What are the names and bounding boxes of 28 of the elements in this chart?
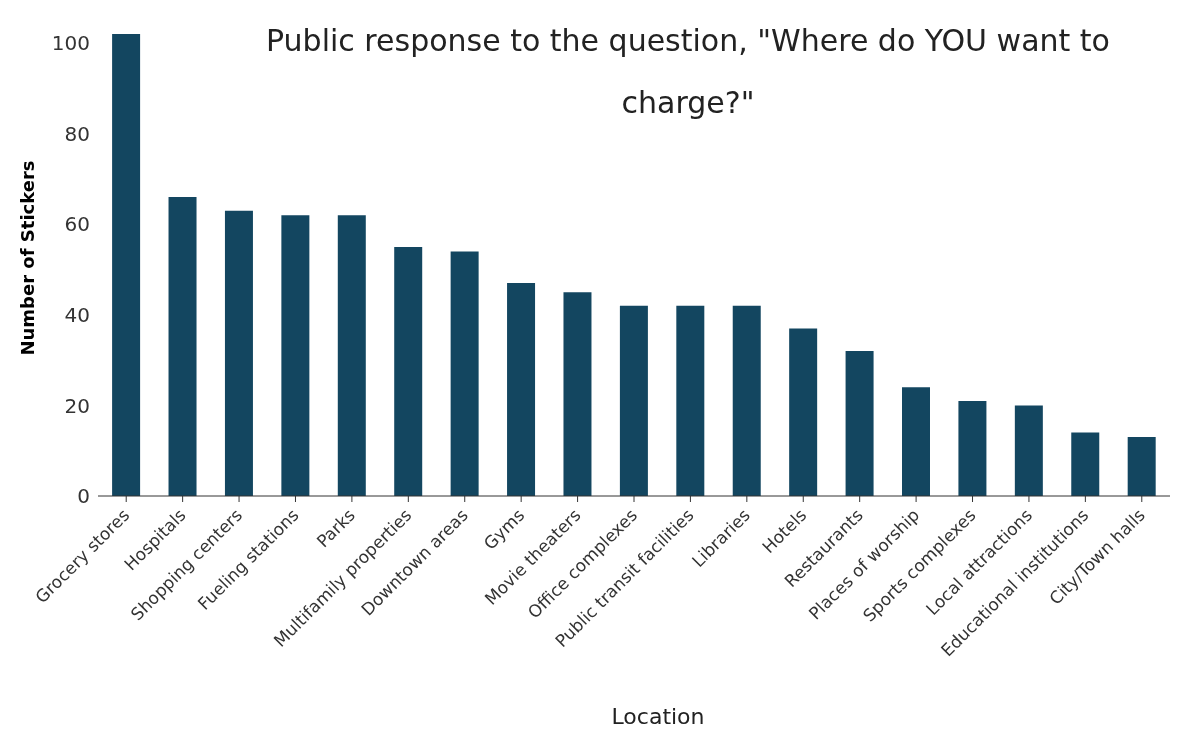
- y-tick-label: 0: [77, 484, 90, 509]
- y-tick-label: 40: [64, 302, 90, 327]
- bar: [394, 246, 423, 496]
- bar: [789, 328, 818, 496]
- bar: [1014, 405, 1043, 496]
- y-tick-label: 60: [64, 212, 90, 237]
- bar: [563, 292, 592, 496]
- bar: [337, 215, 366, 496]
- bar: [732, 305, 761, 496]
- bar: [902, 387, 930, 496]
- x-axis-title: Location: [610, 704, 706, 729]
- bar: [450, 251, 479, 496]
- y-tick-label: 80: [64, 121, 90, 146]
- bar: [224, 210, 253, 496]
- y-axis-title: Number of Stickers: [16, 160, 38, 356]
- y-tick-label: 100: [51, 31, 90, 56]
- text: Public response to the question, "Where do YOU want to charge?": [265, 22, 1111, 122]
- y-tick-label: 20: [64, 393, 90, 418]
- bar: [168, 197, 197, 496]
- bar: [845, 351, 874, 496]
- bar: [507, 283, 536, 496]
- bar: [112, 34, 141, 496]
- bar: [619, 305, 648, 496]
- bar: [281, 215, 310, 496]
- bar: [1071, 432, 1100, 496]
- bar: [676, 305, 705, 496]
- bar: [958, 400, 987, 496]
- bar: [1127, 437, 1156, 496]
